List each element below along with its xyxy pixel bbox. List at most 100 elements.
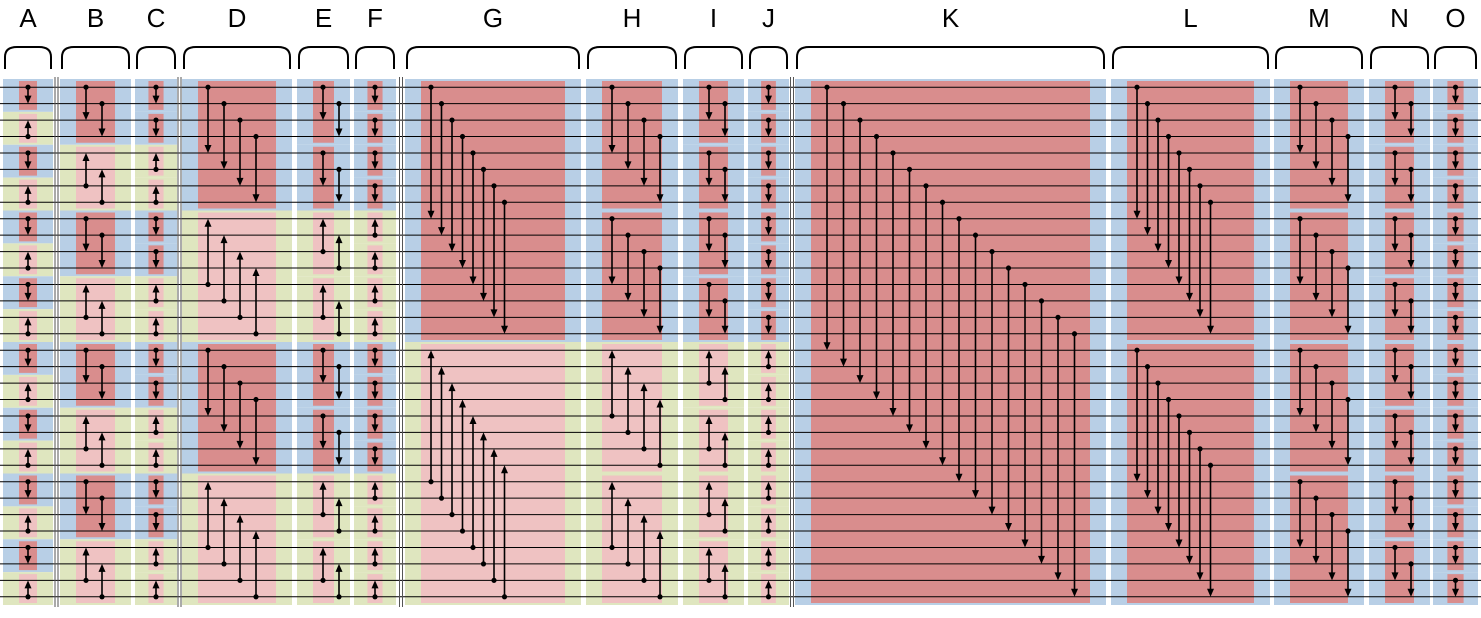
comparator-dot [153, 594, 159, 600]
compare-box [1385, 409, 1414, 472]
comparator-arrow [1391, 112, 1399, 121]
comparator-dot [765, 183, 772, 189]
comparator-arrow [624, 161, 632, 170]
comparator-arrow [152, 523, 160, 532]
comparator-dot [1408, 101, 1414, 107]
comparator-dot [320, 248, 326, 255]
comparator-dot [470, 544, 476, 551]
comparator-arrow [705, 350, 713, 359]
comparator-dot [1329, 117, 1335, 123]
stage-brace [61, 46, 130, 69]
comparator-arrow [765, 161, 772, 170]
comparator-arrow [705, 309, 713, 318]
stage-brace [4, 46, 52, 69]
comparator-dot [25, 462, 31, 468]
comparator-dot [722, 528, 728, 534]
comparator-arrow [371, 481, 379, 490]
comparator-arrow [1312, 424, 1320, 433]
comparator-dot [989, 248, 995, 255]
comparator-arrow [152, 152, 160, 161]
comparator-dot [253, 331, 259, 337]
comparator-dot [25, 347, 31, 353]
comparator-dot [1207, 462, 1214, 468]
comparator-dot [237, 117, 243, 123]
comparator-dot [641, 446, 647, 452]
comparator-arrow [82, 112, 90, 121]
comparator-dot [857, 117, 863, 123]
comparator-dot [25, 216, 31, 222]
comparator-arrow [82, 415, 90, 424]
comparator-dot [641, 248, 647, 255]
comparator-dot [372, 183, 378, 189]
compare-box [699, 81, 728, 143]
comparator-arrow [371, 218, 379, 227]
comparator-arrow [98, 260, 106, 269]
stage-brace [355, 46, 395, 69]
comparator-dot [706, 84, 712, 90]
comparator-arrow [236, 177, 244, 186]
stage-label-g: G [483, 3, 503, 33]
comparator-arrow [1196, 309, 1204, 318]
comparator-arrow [1344, 588, 1352, 597]
comparator-arrow [152, 580, 160, 589]
comparator-dot [459, 528, 466, 534]
comparator-dot [449, 511, 455, 518]
comparator-dot [99, 199, 105, 205]
comparator-dot [1155, 380, 1161, 386]
comparator-dot [25, 594, 31, 600]
comparator-arrow [24, 161, 32, 170]
comparator-dot [1392, 544, 1398, 551]
comparator-arrow [1407, 523, 1415, 532]
comparator-dot [336, 594, 342, 600]
comparator-arrow [1452, 128, 1459, 137]
comparator-arrow [335, 128, 343, 137]
comparator-arrow [152, 547, 160, 556]
comparator-dot [1297, 84, 1303, 90]
compare-box [699, 541, 728, 603]
comparator-arrow [152, 227, 160, 236]
comparator-dot [438, 495, 445, 501]
comparator-arrow [335, 457, 343, 466]
comparator-arrow [1407, 128, 1415, 137]
comparator-dot [99, 495, 105, 501]
comparator-arrow [152, 260, 160, 269]
comparator-dot [320, 413, 326, 419]
compare-box [76, 81, 115, 143]
comparator-dot [1297, 347, 1303, 353]
compare-box [198, 344, 276, 472]
comparator-dot [1038, 298, 1045, 304]
comparator-arrow [1452, 227, 1459, 236]
comparator-arrow [1165, 260, 1172, 269]
comparator-arrow [427, 350, 435, 359]
comparator-dot [153, 298, 159, 304]
comparator-arrow [765, 292, 772, 301]
comparator-arrow [1186, 555, 1193, 564]
comparator-dot [25, 544, 31, 551]
comparator-arrow [656, 325, 664, 334]
comparator-arrow [24, 514, 32, 523]
comparator-dot [765, 462, 772, 468]
comparator-dot [706, 380, 712, 386]
comparator-dot [1186, 166, 1193, 173]
comparator-dot [372, 150, 378, 156]
comparator-arrow [480, 292, 487, 301]
comparator-arrow [1328, 177, 1336, 186]
comparator-arrow [371, 547, 379, 556]
comparator-arrow [236, 514, 244, 523]
comparator-dot [320, 511, 326, 518]
comparator-dot [221, 561, 227, 567]
compare-box [76, 541, 115, 603]
comparator-dot [765, 561, 772, 567]
comparator-dot [1392, 216, 1398, 222]
comparator-arrow [220, 424, 228, 433]
comparator-arrow [24, 383, 32, 392]
comparator-arrow [252, 268, 260, 277]
comparator-arrow [152, 317, 160, 326]
comparator-arrow [1196, 572, 1204, 581]
comparator-arrow [371, 161, 379, 170]
comparator-dot [153, 117, 159, 123]
comparator-dot [336, 101, 342, 107]
comparator-arrow [1165, 523, 1172, 532]
stage-brace [587, 46, 677, 69]
